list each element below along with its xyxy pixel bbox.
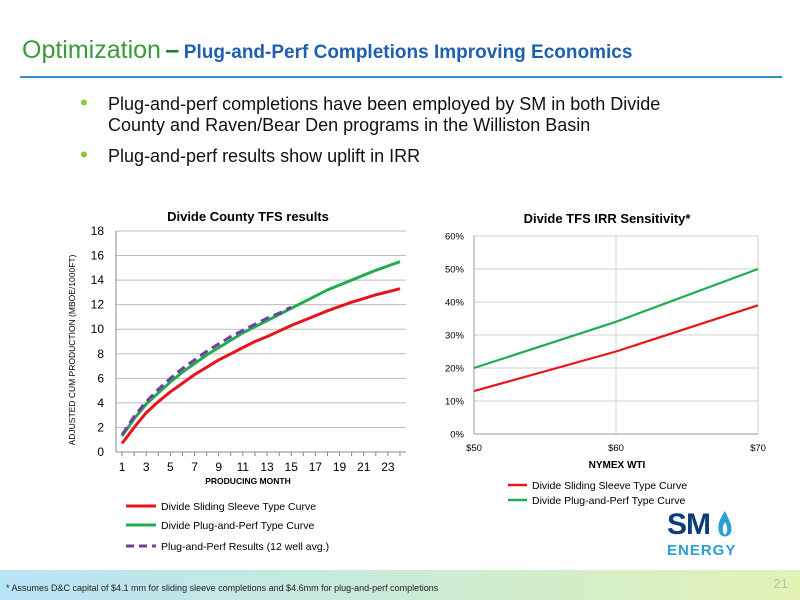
footnote: * Assumes D&C capital of $4.1 mm for sli… [6,583,439,593]
chart1-xtick-label: 13 [260,460,274,474]
title-main: Optimization [22,36,161,64]
chart2-ytick-label: 60% [445,232,465,243]
chart2-title: Divide TFS IRR Sensitivity* [524,211,692,226]
chart1-ytick-label: 8 [97,347,104,361]
bullet-dot-icon: • [80,142,88,167]
chart1-xtick-label: 3 [143,460,150,474]
chart1-xtick-label: 15 [285,460,299,474]
slide-title: Optimization – Plug-and-Perf Completions… [22,36,632,65]
chart1-ytick-label: 16 [91,249,105,263]
title-rule [20,76,782,78]
title-dash: – [165,36,180,64]
footer-band [0,570,800,600]
chart1-ylabel: ADJUSTED CUM PRODUCTION (MBOE/1000FT) [67,254,77,445]
chart1-xtick-label: 11 [237,460,250,474]
chart2-legend-label: Divide Sliding Sleeve Type Curve [532,480,687,492]
chart2-legend-label: Divide Plug-and-Perf Type Curve [532,495,685,507]
bullet-dot-icon: • [80,90,88,115]
chart1-series-line [120,260,401,437]
chart1-xtick-label: 23 [381,460,395,474]
bullet-list: • Plug-and-perf completions have been em… [80,90,708,177]
chart1-series-line [120,287,401,445]
chart1-xlabel: PRODUCING MONTH [205,476,290,486]
chart1-series-line [120,305,292,436]
chart1-ytick-label: 10 [91,322,105,336]
chart2-series-line [473,267,759,370]
chart1-xtick-label: 21 [357,460,371,474]
chart2-ytick-label: 50% [445,265,465,276]
chart1-ytick-label: 2 [97,420,104,434]
chart1-legend-label: Divide Plug-and-Perf Type Curve [161,520,314,532]
chart2-xtick-label: $50 [466,443,482,454]
chart1-xtick-label: 17 [309,460,323,474]
chart2-series-line [473,304,759,393]
chart1-xtick-label: 7 [191,460,198,474]
page-number: 21 [773,576,788,591]
chart1-ytick-label: 14 [91,273,105,287]
chart2-xtick-label: $70 [750,443,766,454]
chart1-ytick-label: 12 [91,298,105,312]
chart1-xtick-label: 9 [215,460,222,474]
bullet-text: Plug-and-perf results show uplift in IRR [108,146,421,166]
chart1-legend-label: Plug-and-Perf Results (12 well avg.) [161,541,329,553]
chart2-ytick-label: 40% [445,298,465,309]
chart1-ytick-label: 0 [97,445,104,459]
bullet-item: • Plug-and-perf results show uplift in I… [80,142,708,167]
chart1-xtick-label: 19 [333,460,347,474]
chart2-xtick-label: $60 [608,443,624,454]
chart2-ytick-label: 0% [450,430,464,441]
logo-energy-text: ENERGY [667,542,737,559]
chart2-ytick-label: 30% [445,331,465,342]
chart1-xtick-label: 1 [119,460,126,474]
flame-icon [718,511,732,537]
chart2-xlabel: NYMEX WTI [589,460,646,471]
bullet-text: Plug-and-perf completions have been empl… [108,94,661,135]
sm-energy-logo: SM ENERGY [665,508,745,560]
chart1-xtick-label: 5 [167,460,174,474]
bullet-item: • Plug-and-perf completions have been em… [80,90,708,136]
chart1-ytick-label: 18 [91,224,105,238]
chart1-ytick-label: 6 [97,371,104,385]
title-subtitle: Plug-and-Perf Completions Improving Econ… [183,42,633,63]
chart1-title: Divide County TFS results [167,209,329,224]
logo-sm-text: SM [667,508,711,541]
chart2-ytick-label: 10% [445,397,465,408]
chart1-ytick-label: 4 [97,396,104,410]
chart1-legend-label: Divide Sliding Sleeve Type Curve [161,501,316,513]
chart2-ytick-label: 20% [445,364,465,375]
